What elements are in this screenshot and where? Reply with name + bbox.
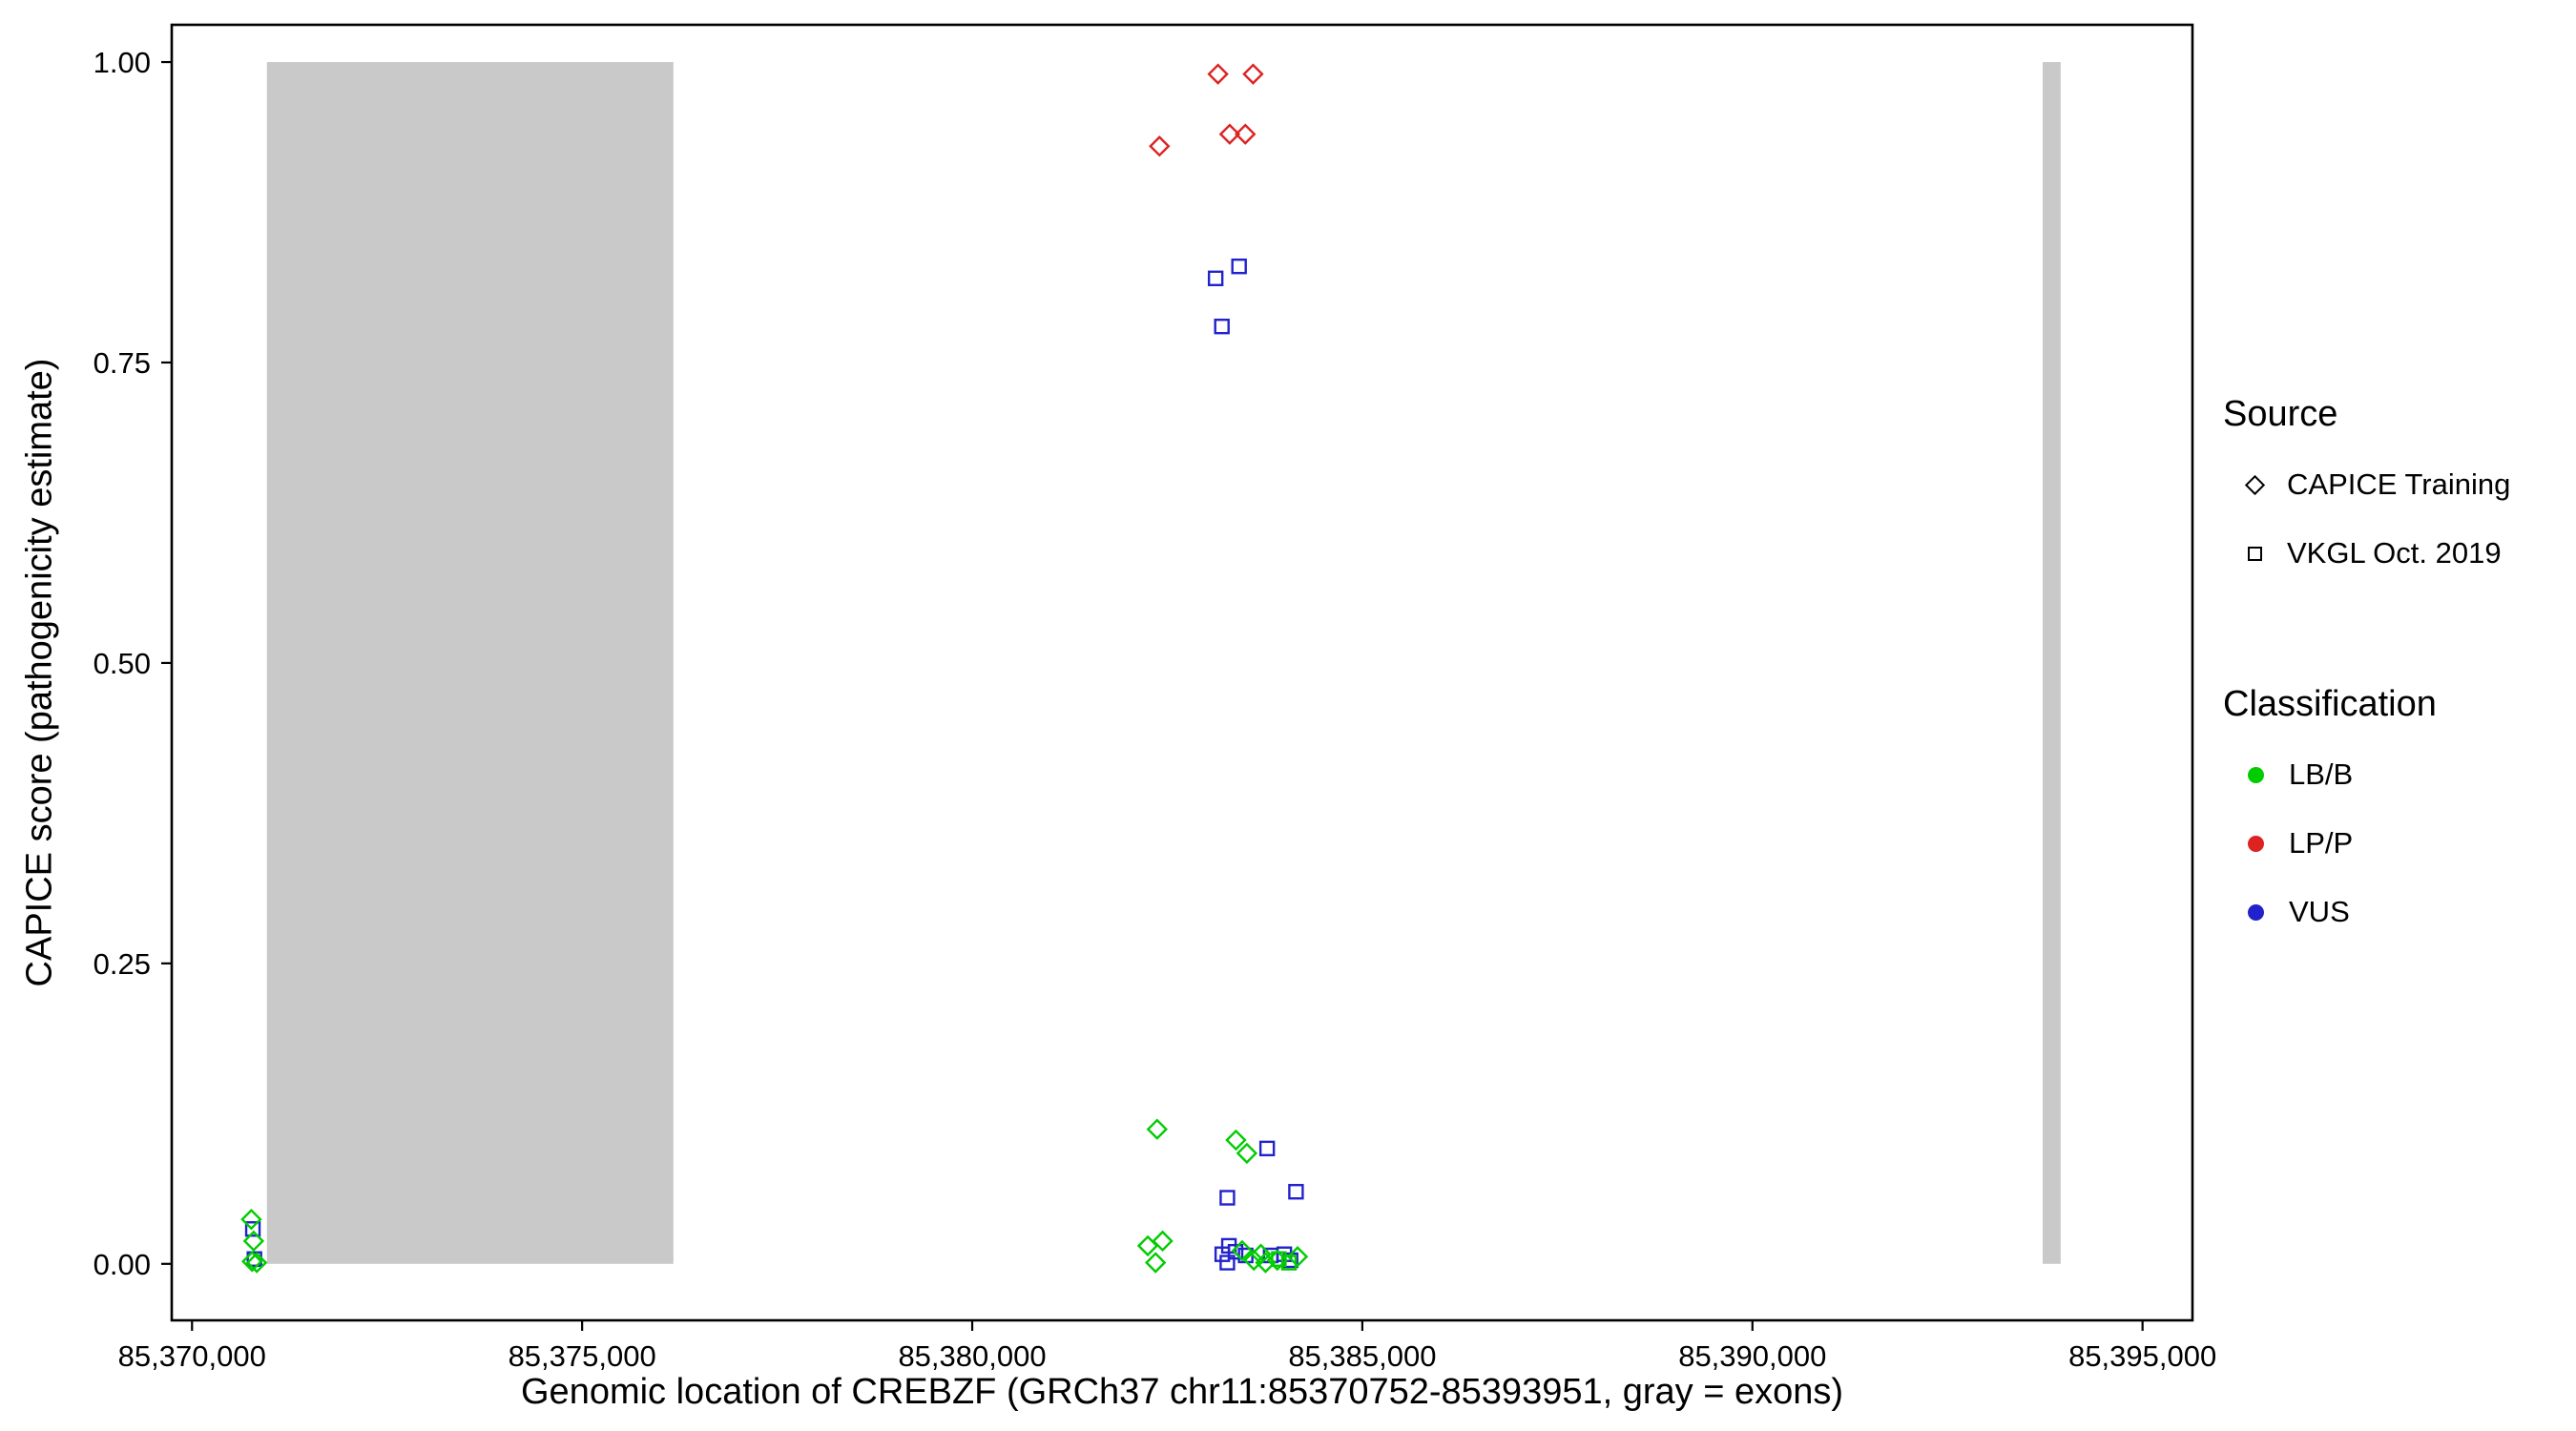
data-point-diamond <box>240 1208 262 1231</box>
data-point-diamond <box>1145 1252 1167 1274</box>
legend-item-label: VUS <box>2289 895 2350 928</box>
legend-item-lbb: LB/B <box>2223 740 2510 809</box>
x-tick-label: 85,395,000 <box>2068 1339 2216 1373</box>
data-point-diamond <box>241 1251 263 1273</box>
legend-item-capice-training: CAPICE Training <box>2223 450 2510 519</box>
data-point-diamond <box>1235 123 1257 145</box>
data-point-diamond <box>1218 123 1241 145</box>
exon-region <box>266 62 674 1264</box>
data-point-square <box>1280 1255 1298 1271</box>
data-point-square <box>1214 318 1230 335</box>
y-tick-label: 0.00 <box>93 1248 151 1281</box>
data-point-diamond <box>1243 1249 1265 1272</box>
legend-item-label: LB/B <box>2289 757 2354 791</box>
data-point-square <box>1231 259 1247 275</box>
legend-classification-title: Classification <box>2223 684 2437 724</box>
panel-border <box>170 23 2194 1322</box>
x-axis-title: Genomic location of CREBZF (GRCh37 chr11… <box>521 1372 1843 1412</box>
diamond-key-icon <box>2244 474 2266 495</box>
data-point-diamond <box>1207 63 1229 85</box>
data-point-square <box>1227 1243 1244 1260</box>
x-tick-label: 85,390,000 <box>1678 1339 1826 1373</box>
data-point-diamond <box>1286 1246 1309 1268</box>
legend-item-label: VKGL Oct. 2019 <box>2287 536 2502 570</box>
y-tick-label: 0.75 <box>93 346 151 380</box>
data-point-square <box>1219 1190 1236 1206</box>
data-point-square <box>1219 1255 1236 1271</box>
data-point-diamond <box>1250 1243 1272 1265</box>
x-tick-label: 85,370,000 <box>118 1339 266 1373</box>
x-tick-label: 85,375,000 <box>509 1339 656 1373</box>
data-point-diamond <box>1242 63 1264 85</box>
legend-item-label: LP/P <box>2289 826 2354 860</box>
legend: Source CAPICE Training VKGL Oct. 2019 Cl… <box>2223 393 2510 946</box>
legend-item-label: CAPICE Training <box>2287 467 2511 501</box>
data-point-square <box>244 1221 261 1237</box>
legend-source-title: Source <box>2223 394 2338 434</box>
y-tick-label: 1.00 <box>93 46 151 79</box>
data-point-square <box>1271 1251 1287 1267</box>
data-point-diamond <box>1146 1118 1169 1140</box>
legend-item-lpp: LP/P <box>2223 809 2510 878</box>
data-point-diamond <box>245 1252 268 1274</box>
y-axis-title: CAPICE score (pathogenicity estimate) <box>19 358 60 987</box>
legend-item-vus: VUS <box>2223 878 2510 946</box>
y-tick-label: 0.50 <box>93 647 151 680</box>
legend-source-block: Source CAPICE Training VKGL Oct. 2019 <box>2223 393 2510 588</box>
data-point-diamond <box>1152 1230 1174 1253</box>
data-point-diamond <box>1149 135 1171 157</box>
data-point-square <box>1207 270 1224 287</box>
x-tick-label: 85,385,000 <box>1288 1339 1436 1373</box>
y-tick-label: 0.25 <box>93 947 151 981</box>
legend-classification-block: Classification LB/B LP/P VUS <box>2223 683 2510 946</box>
legend-item-vkgl: VKGL Oct. 2019 <box>2223 519 2510 588</box>
data-point-diamond <box>1236 1142 1258 1165</box>
data-point-diamond <box>1225 1129 1247 1151</box>
data-point-square <box>1288 1184 1304 1200</box>
blue-dot-icon <box>2248 903 2264 921</box>
x-tick-label: 85,380,000 <box>898 1339 1046 1373</box>
data-point-square <box>1258 1140 1276 1157</box>
exon-region <box>2042 62 2061 1264</box>
square-key-icon <box>2248 546 2262 561</box>
data-point-diamond <box>1231 1239 1254 1262</box>
red-dot-icon <box>2248 835 2264 852</box>
green-dot-icon <box>2248 766 2264 783</box>
data-point-diamond <box>242 1230 265 1253</box>
